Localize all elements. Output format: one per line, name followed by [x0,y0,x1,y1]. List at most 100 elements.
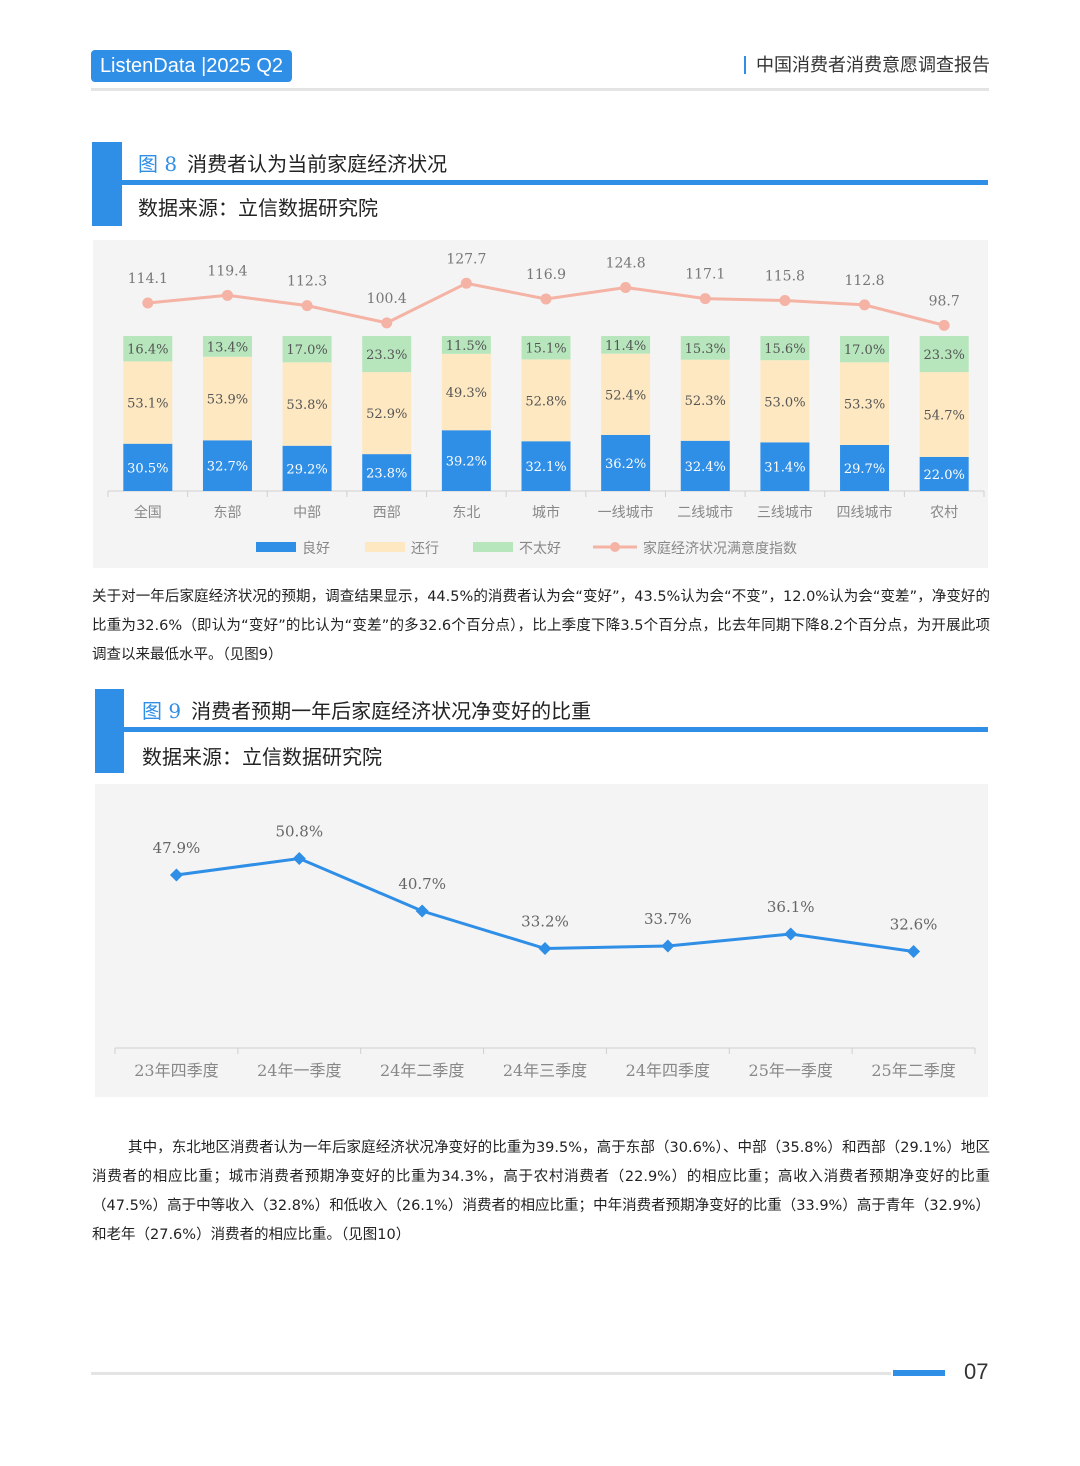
index-point [142,297,154,309]
bar-segment-bad [680,336,730,360]
legend-label: 还行 [411,541,439,557]
bar-value-label: 52.8% [525,394,566,409]
bar-segment-ok [282,362,332,446]
legend-label: 良好 [302,541,330,557]
bar-value-label: 11.5% [446,339,487,354]
bar-segment-ok [840,362,890,445]
x-tick-label: 23年四季度 [134,1061,218,1080]
legend-swatch [256,542,296,552]
figure9-chart-svg: 47.9% 23年四季度 50.8% 24年一季度 40.7% 24年二季度 33.2% 24… [114,823,976,1080]
bar-segment-bad [840,336,890,363]
index-point [938,319,950,331]
bar-value-label: 29.7% [844,462,885,477]
bar-segment-ok [601,353,651,435]
figure9-chart: 47.9% 23年四季度 50.8% 24年一季度 40.7% 24年二季度 33.2% 24… [95,784,988,1097]
bar-value-label: 22.0% [924,468,965,483]
x-tick-label: 东部 [213,505,241,521]
report-title-text: 中国消费者消费意愿调查报告 [756,55,990,76]
bar-segment-bad [521,336,571,360]
x-tick-label: 西部 [373,505,401,521]
data-point [907,945,921,958]
legend-swatch [473,542,513,552]
bar-value-label: 32.1% [525,460,566,475]
index-value-label: 112.8 [844,273,884,289]
bar-segment-ok [760,360,810,443]
figure9-source: 数据来源：立信数据研究院 [142,745,382,769]
bar-segment-ok [202,356,252,441]
bar-segment-bad [282,336,332,363]
index-point [540,293,552,305]
bar-value-label: 52.3% [685,394,726,409]
figure8-title-text: 消费者认为当前家庭经济状况 [187,152,448,176]
index-value-label: 117.1 [685,267,725,283]
bar-segment-good [840,444,890,491]
bar-segment-good [601,434,651,491]
data-label: 47.9% [153,839,201,857]
bar-segment-good [202,440,252,491]
index-value-label: 100.4 [367,291,407,307]
data-label: 36.1% [767,898,815,916]
bar-segment-bad [202,336,252,357]
index-point [221,289,233,301]
bar-segment-ok [919,372,969,457]
figure9-label: 图 9 [142,699,182,723]
bar-value-label: 23.3% [924,348,965,363]
bar-value-label: 30.5% [127,461,168,476]
bar-value-label: 15.3% [685,342,726,357]
figure9-side-bar [95,689,124,773]
figure9-underline [124,727,988,732]
bar-value-label: 32.4% [685,460,726,475]
bar-segment-bad [441,336,491,354]
x-tick-label: 农村 [930,505,958,521]
bar-segment-good [441,430,491,491]
bar-segment-bad [362,336,412,373]
bar-value-label: 23.8% [366,467,407,482]
index-point [699,293,711,305]
index-value-label: 98.7 [929,293,960,309]
data-point [661,939,675,953]
report-title: 中国消费者消费意愿调查报告 [744,52,990,80]
index-value-label: 124.8 [606,255,646,271]
x-tick-label: 24年三季度 [503,1061,587,1080]
figure8-label: 图 8 [138,152,178,176]
figure8-chart: 30.5% 53.1% 16.4% 全国 32.7% 53.9% 13.4% 东部 29.2% 5… [93,240,988,568]
header-rule [91,88,989,91]
index-point [460,277,472,289]
bar-segment-ok [123,361,173,444]
bar-value-label: 16.4% [127,343,168,358]
x-tick-label: 四线城市 [837,504,893,521]
bar-segment-bad [760,336,810,361]
bar-value-label: 15.6% [764,342,805,357]
bar-segment-good [760,442,810,491]
bar-segment-good [919,456,969,491]
bar-value-label: 36.2% [605,457,646,472]
index-value-label: 119.4 [207,263,247,279]
bar-value-label: 53.9% [207,393,248,408]
data-point [292,852,306,865]
x-tick-label: 一线城市 [598,504,654,521]
figure9-title: 图 9 消费者预期一年后家庭经济状况净变好的比重 [142,695,591,724]
data-label: 33.2% [521,913,569,931]
bar-value-label: 53.8% [286,398,327,413]
x-tick-label: 24年二季度 [380,1061,464,1080]
title-divider [744,56,746,74]
bar-segment-ok [680,359,730,441]
data-label: 40.7% [398,875,446,893]
data-label: 33.7% [644,910,692,928]
bar-value-label: 32.7% [207,460,248,475]
bar-segment-good [123,443,173,491]
data-point [538,942,552,955]
bar-segment-good [282,445,332,491]
x-tick-label: 二线城市 [677,504,733,521]
figure8-source: 数据来源：立信数据研究院 [138,196,378,220]
bar-value-label: 17.0% [286,343,327,358]
bar-value-label: 53.0% [764,395,805,410]
x-tick-label: 中部 [293,505,321,521]
index-value-label: 127.7 [446,251,486,267]
bar-value-label: 31.4% [764,461,805,476]
figure9-title-text: 消费者预期一年后家庭经济状况净变好的比重 [191,699,592,723]
data-point [784,927,798,941]
bar-segment-good [680,440,730,491]
figure8-title: 图 8 消费者认为当前家庭经济状况 [138,148,447,177]
x-tick-label: 25年二季度 [871,1061,955,1080]
